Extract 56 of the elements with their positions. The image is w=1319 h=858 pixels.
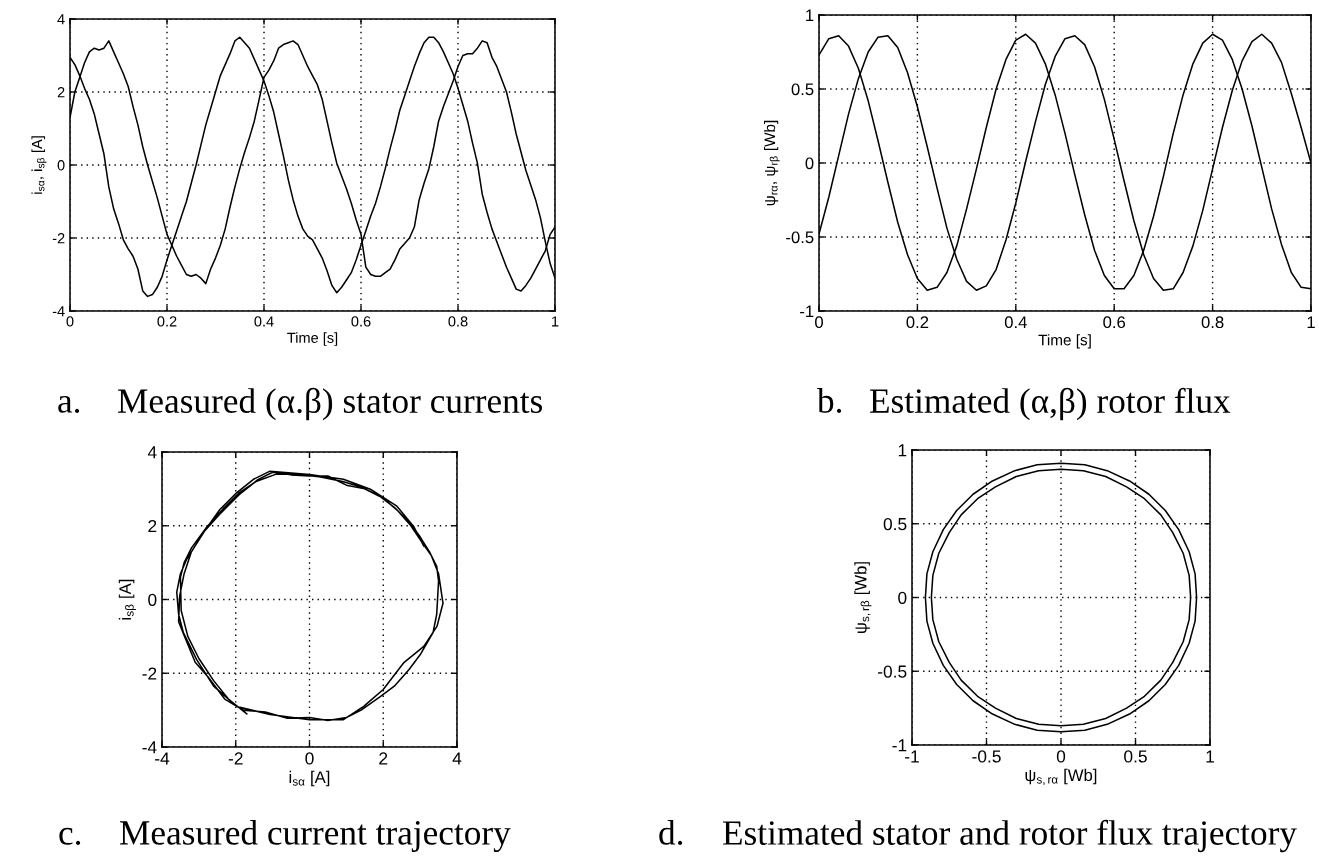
y-tick-label: -2 [142, 667, 157, 680]
y-tick-label: 0.5 [791, 83, 814, 96]
x-axis-title: Time [s] [287, 332, 338, 346]
y-tick-label: -2 [52, 233, 65, 244]
text: Measured current trajectory [120, 819, 511, 853]
x-tick-label: 1 [552, 316, 559, 327]
x-tick-label: 0.6 [1103, 316, 1126, 329]
y-tick-label: 1 [806, 9, 814, 22]
y-axis-title: i$_{sβ}$ [A] [118, 579, 136, 620]
x-tick-label: 0 [1056, 750, 1066, 763]
x-tick-label: 1 [1206, 750, 1214, 763]
x-tick-label: 1 [1307, 316, 1315, 328]
x-tick-label: 4 [452, 752, 462, 765]
y-tick-label: 4 [147, 446, 157, 459]
y-tick-label: 0 [805, 157, 814, 170]
y-tick-label: -1 [800, 305, 814, 318]
y-axis-title: ψ$_{rα}$, ψ$_{rβ}$ [Wb] [763, 120, 780, 206]
y-tick-label: 1 [898, 444, 907, 457]
text: d. [659, 820, 683, 845]
x-tick-label: 0 [815, 316, 823, 329]
y-tick-label: -4 [142, 741, 157, 754]
y-tick-label: 0 [898, 591, 907, 604]
y-tick-label: 2 [57, 87, 65, 98]
y-tick-label: 0.5 [883, 517, 907, 531]
text: c. [59, 827, 81, 845]
x-tick-label: 0.8 [448, 316, 468, 327]
y-tick-label: 2 [148, 519, 157, 533]
text: Estimated stator and rotor flux trajectory [723, 819, 1297, 853]
x-axis-title: ψ$_{s,rα}$ [Wb] [1025, 768, 1097, 786]
y-tick-label: -0.5 [878, 665, 907, 678]
text: b. [817, 388, 842, 413]
x-tick-label: 0.5 [1124, 750, 1147, 763]
y-tick-label: 4 [57, 14, 65, 25]
x-tick-label: 2 [379, 752, 388, 765]
y-tick-label: -1 [892, 739, 907, 752]
x-tick-label: 0.2 [906, 316, 929, 329]
x-axis-title: Time [s] [1038, 334, 1091, 349]
x-axis-title: i$_{sα}$ [A] [289, 770, 330, 787]
y-tick-label: -0.5 [786, 231, 814, 244]
x-tick-label: -0.5 [972, 750, 1001, 763]
x-tick-label: 0.6 [351, 316, 371, 327]
text: Measured (α.β) stator currents [118, 387, 543, 421]
y-tick-label: 0 [57, 160, 65, 171]
y-tick-label: 0 [148, 593, 157, 606]
x-tick-label: -2 [228, 752, 243, 765]
x-tick-label: 0.8 [1201, 316, 1224, 329]
y-tick-label: -4 [52, 306, 65, 317]
x-tick-label: 0.4 [1004, 316, 1027, 329]
text: a. [58, 395, 80, 413]
x-tick-label: 0.2 [157, 316, 177, 327]
y-axis-title: ψ$_{s,rβ}$ [Wb] [854, 562, 872, 633]
x-tick-label: 0.4 [254, 316, 274, 327]
y-axis-title: i$_{sα}$, i$_{sβ}$ [A] [31, 136, 47, 194]
x-tick-label: 0 [305, 752, 314, 765]
text: Estimated (α,β) rotor flux [870, 387, 1231, 421]
x-tick-label: 0 [66, 316, 74, 327]
